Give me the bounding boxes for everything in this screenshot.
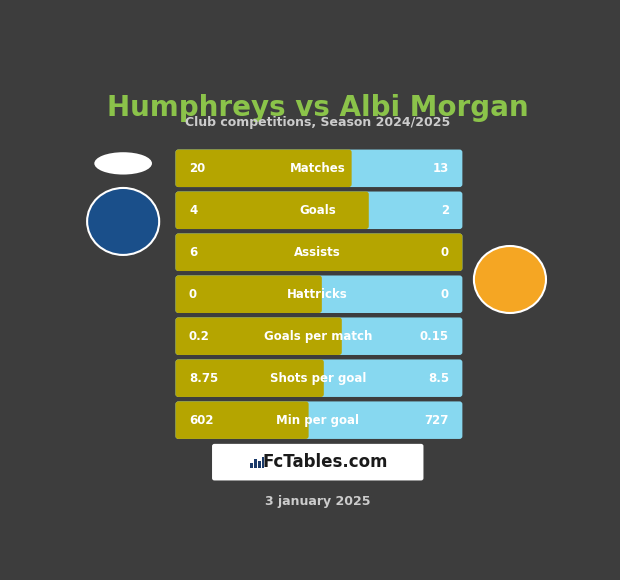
- Text: 3 january 2025: 3 january 2025: [265, 495, 371, 509]
- Text: 20: 20: [189, 162, 205, 175]
- Text: Hattricks: Hattricks: [288, 288, 348, 301]
- FancyBboxPatch shape: [175, 234, 463, 271]
- Text: 727: 727: [425, 414, 449, 427]
- Text: Club competitions, Season 2024/2025: Club competitions, Season 2024/2025: [185, 117, 450, 129]
- Text: Goals per match: Goals per match: [264, 329, 372, 343]
- FancyBboxPatch shape: [262, 457, 264, 468]
- FancyBboxPatch shape: [175, 191, 463, 229]
- Text: Shots per goal: Shots per goal: [270, 372, 366, 385]
- FancyBboxPatch shape: [254, 459, 257, 468]
- Text: 8.5: 8.5: [428, 372, 449, 385]
- Text: 0: 0: [441, 288, 449, 301]
- Text: 0.15: 0.15: [420, 329, 449, 343]
- FancyBboxPatch shape: [250, 463, 253, 468]
- FancyBboxPatch shape: [175, 276, 322, 313]
- Text: 4: 4: [189, 204, 197, 217]
- Text: FcTables.com: FcTables.com: [262, 453, 388, 471]
- Text: 0: 0: [189, 288, 197, 301]
- Text: 0: 0: [441, 246, 449, 259]
- Text: 0.2: 0.2: [189, 329, 210, 343]
- Text: Humphreys vs Albi Morgan: Humphreys vs Albi Morgan: [107, 94, 529, 122]
- Text: 13: 13: [433, 162, 449, 175]
- Text: 6: 6: [189, 246, 197, 259]
- Ellipse shape: [94, 152, 152, 175]
- FancyBboxPatch shape: [175, 234, 463, 271]
- Circle shape: [87, 188, 159, 255]
- FancyBboxPatch shape: [175, 191, 369, 229]
- FancyBboxPatch shape: [175, 401, 309, 439]
- Text: 602: 602: [189, 414, 213, 427]
- Text: Assists: Assists: [294, 246, 341, 259]
- Text: 8.75: 8.75: [189, 372, 218, 385]
- FancyBboxPatch shape: [175, 317, 463, 355]
- FancyBboxPatch shape: [175, 317, 342, 355]
- FancyBboxPatch shape: [212, 444, 423, 480]
- Text: Matches: Matches: [290, 162, 345, 175]
- FancyBboxPatch shape: [258, 461, 260, 468]
- Text: Min per goal: Min per goal: [277, 414, 359, 427]
- FancyBboxPatch shape: [175, 360, 324, 397]
- FancyBboxPatch shape: [175, 360, 463, 397]
- FancyBboxPatch shape: [175, 276, 463, 313]
- FancyBboxPatch shape: [175, 150, 352, 187]
- FancyBboxPatch shape: [175, 150, 463, 187]
- Circle shape: [474, 246, 546, 313]
- Text: Goals: Goals: [299, 204, 336, 217]
- FancyBboxPatch shape: [175, 401, 463, 439]
- Text: 2: 2: [441, 204, 449, 217]
